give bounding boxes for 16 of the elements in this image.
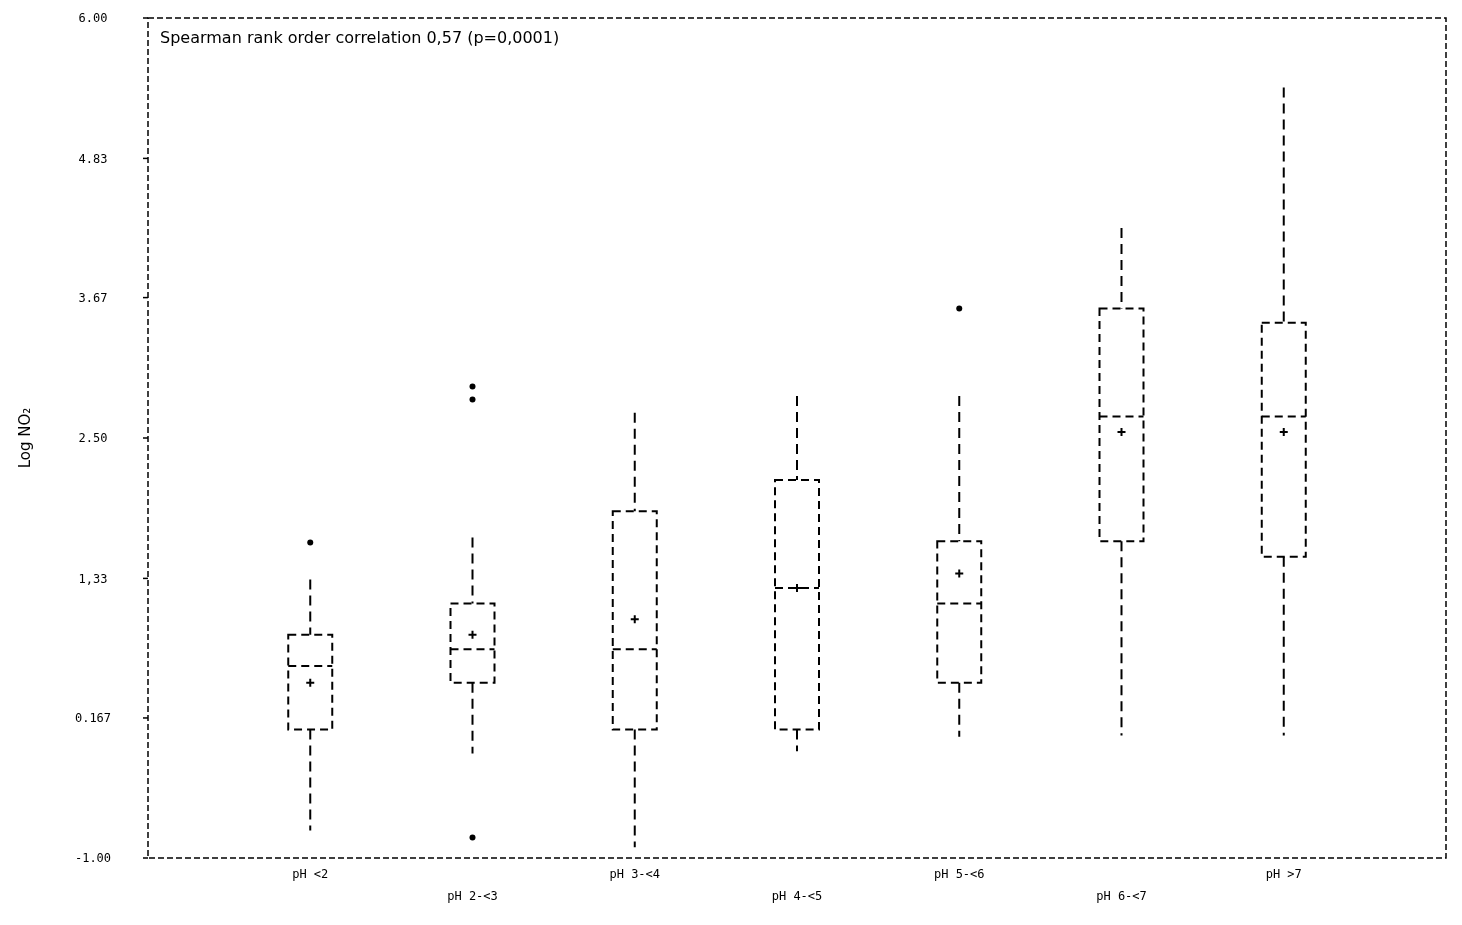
y-tick-label: 0.167 [74,711,112,726]
x-tick-label: pH 6-<7 [1096,889,1147,903]
x-tick-label: pH 3-<4 [609,867,661,881]
y-tick-label: 6.00 [78,11,108,26]
x-tick-label: pH >7 [1265,867,1302,881]
y-tick-label: -1.00 [74,851,112,866]
y-tick-label: 4.83 [78,151,108,166]
annotation: Spearman rank order correlation 0,57 (p=0,0001) [160,28,560,47]
y-tick-label: 1,33 [78,571,108,586]
y-tick-label: 2.50 [78,431,108,446]
x-tick-label: pH 2-<3 [447,889,498,903]
y-axis-title: Log NO₂ [16,407,34,469]
x-tick-label: pH <2 [292,867,329,881]
x-tick-label: pH 4-<5 [771,889,823,903]
x-tick-label: pH 5-<6 [933,867,985,881]
y-tick-label: 3.67 [78,290,108,305]
